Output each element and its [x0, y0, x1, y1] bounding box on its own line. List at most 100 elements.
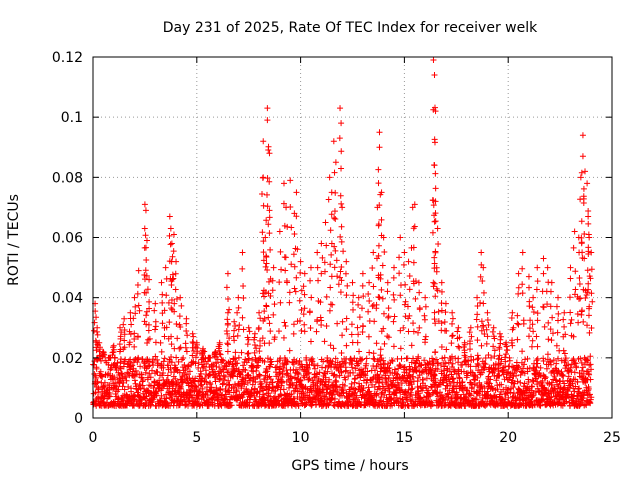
data-point — [287, 376, 294, 383]
data-point — [134, 333, 141, 340]
data-point — [158, 348, 165, 355]
data-point — [131, 343, 138, 350]
data-point — [532, 367, 539, 374]
data-point — [431, 254, 438, 261]
data-point — [186, 398, 193, 405]
data-point — [455, 355, 462, 362]
data-point — [245, 324, 252, 331]
data-point — [255, 363, 262, 370]
data-point — [504, 386, 511, 393]
data-point — [224, 320, 231, 327]
data-point — [277, 299, 284, 306]
data-point — [404, 303, 411, 310]
data-point — [431, 218, 438, 225]
data-point — [459, 379, 466, 386]
data-point — [409, 385, 416, 392]
data-point — [244, 341, 251, 348]
data-point — [482, 354, 489, 361]
data-point — [467, 346, 474, 353]
data-point — [264, 105, 271, 112]
data-point — [489, 385, 496, 392]
data-point — [430, 283, 437, 290]
data-point — [588, 290, 595, 297]
data-point — [416, 324, 423, 331]
data-point — [301, 305, 308, 312]
data-point — [321, 338, 328, 345]
data-point — [411, 223, 418, 230]
data-point — [449, 309, 456, 316]
data-point — [527, 317, 534, 324]
data-point — [178, 302, 185, 309]
data-point — [121, 386, 128, 393]
data-point — [265, 278, 272, 285]
data-point — [365, 308, 372, 315]
data-point — [578, 239, 585, 246]
data-point — [256, 371, 263, 378]
data-point — [276, 279, 283, 286]
data-point — [160, 358, 167, 365]
x-tick-label: 5 — [192, 430, 201, 446]
data-point — [378, 216, 385, 223]
data-point — [467, 324, 474, 331]
data-point — [373, 340, 380, 347]
data-point — [264, 175, 271, 182]
data-point — [582, 295, 589, 301]
data-point — [145, 327, 152, 334]
data-point — [143, 308, 150, 315]
data-point — [159, 291, 166, 298]
data-point — [466, 391, 473, 398]
data-point — [561, 380, 568, 387]
data-point — [421, 316, 428, 323]
data-point — [323, 293, 330, 300]
data-point — [172, 286, 179, 293]
data-point — [177, 294, 184, 301]
data-point — [170, 275, 177, 282]
data-point — [438, 307, 445, 314]
data-point — [280, 200, 287, 207]
data-point — [579, 249, 586, 256]
data-point — [422, 333, 429, 340]
data-point — [380, 325, 387, 332]
data-point — [122, 356, 129, 363]
data-point — [359, 356, 366, 363]
data-point — [377, 346, 384, 353]
data-point — [483, 326, 490, 333]
data-point — [152, 353, 159, 360]
data-point — [385, 305, 392, 312]
data-point — [306, 375, 313, 382]
data-point — [397, 345, 404, 352]
data-point — [168, 396, 175, 403]
data-point — [429, 401, 436, 408]
data-point — [525, 273, 532, 280]
data-point — [585, 231, 592, 238]
data-point — [270, 264, 277, 271]
data-point — [134, 359, 141, 366]
data-point — [220, 366, 227, 373]
data-point — [526, 303, 533, 310]
data-point — [322, 381, 329, 388]
data-point — [456, 375, 463, 382]
data-point — [443, 382, 450, 389]
data-point — [415, 390, 422, 397]
data-point — [438, 279, 445, 286]
data-point — [427, 366, 434, 373]
data-point — [291, 263, 298, 270]
data-point — [161, 307, 168, 314]
data-point — [369, 264, 376, 271]
data-point — [251, 349, 258, 356]
data-point — [463, 394, 470, 401]
data-point — [99, 373, 106, 380]
data-point — [534, 278, 541, 285]
data-point — [348, 380, 355, 387]
data-point — [519, 249, 526, 256]
data-point — [176, 345, 183, 352]
data-point — [545, 336, 552, 343]
data-point — [343, 367, 350, 374]
data-point — [515, 290, 522, 297]
data-point — [337, 268, 344, 275]
data-point — [432, 218, 439, 225]
data-point — [143, 321, 150, 328]
data-point — [586, 391, 593, 398]
data-point — [371, 367, 378, 374]
data-point — [328, 240, 335, 247]
